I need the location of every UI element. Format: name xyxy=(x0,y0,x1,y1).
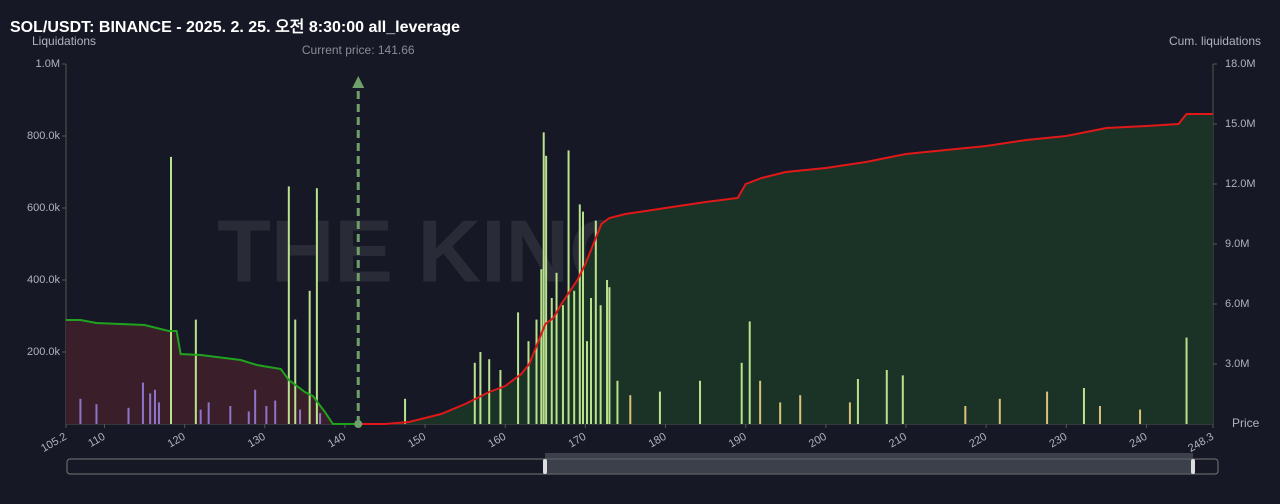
liquidation-bar xyxy=(404,398,407,424)
liquidation-bar xyxy=(319,413,322,424)
current-price-dot xyxy=(354,420,363,428)
y-tick-label: 200.0k xyxy=(27,346,61,358)
liquidation-bar xyxy=(998,398,1001,424)
liquidation-bar xyxy=(517,312,520,424)
y-axis-label: Liquidations xyxy=(32,34,96,48)
liquidation-bar xyxy=(170,156,173,424)
liquidation-bar xyxy=(608,287,611,424)
y2-axis-label: Cum. liquidations xyxy=(1169,34,1261,48)
liquidation-bar xyxy=(308,290,311,424)
liquidation-bar xyxy=(585,341,588,424)
chart-title: SOL/USDT: BINANCE - 2025. 2. 25. 오전 8:30… xyxy=(10,18,460,36)
y2-tick-label: 15.0M xyxy=(1225,118,1256,130)
liquidation-bar xyxy=(573,290,576,424)
liquidation-bar xyxy=(581,211,584,424)
y2-tick-label: 9.0M xyxy=(1225,238,1249,250)
liquidation-bar xyxy=(599,305,602,424)
liquidation-bar xyxy=(748,321,751,424)
liquidation-bar xyxy=(229,406,232,424)
liquidation-bar xyxy=(885,370,888,424)
liquidation-bar xyxy=(555,272,558,424)
liquidation-bar xyxy=(1185,337,1188,424)
y-tick-label: 400.0k xyxy=(27,274,61,286)
liquidation-bar xyxy=(699,380,702,424)
liquidation-bar xyxy=(550,298,553,424)
liquidation-bar xyxy=(299,409,302,424)
cum-line xyxy=(66,319,359,425)
liquidation-bar xyxy=(274,400,277,424)
liquidation-bar xyxy=(315,188,318,424)
slider-window[interactable] xyxy=(545,453,1193,474)
liquidation-bar xyxy=(247,411,250,424)
range-slider[interactable] xyxy=(66,453,1219,475)
liquidation-bar xyxy=(590,298,593,424)
liquidation-bar xyxy=(527,341,530,424)
liquidation-bar xyxy=(578,204,581,424)
liquidation-bar xyxy=(194,319,197,424)
liquidation-bar xyxy=(799,395,802,424)
slider-handle[interactable] xyxy=(543,459,547,474)
liquidation-bar xyxy=(540,269,543,424)
liquidation-bar xyxy=(79,398,82,424)
liquidation-bar xyxy=(545,155,548,425)
liquidation-bar xyxy=(153,389,156,424)
liquidation-bar xyxy=(265,406,268,424)
current-price-label: Current price: 141.66 xyxy=(302,43,415,57)
liquidation-bar xyxy=(629,395,632,424)
liquidation-bar xyxy=(141,382,144,424)
liquidation-bar xyxy=(1098,406,1101,424)
liquidation-bar xyxy=(287,186,290,424)
liquidation-bar xyxy=(848,402,851,424)
y2-tick-label: 18.0M xyxy=(1225,58,1256,70)
liquidation-bar xyxy=(1139,409,1142,424)
liquidation-bar xyxy=(294,319,297,424)
y-tick-label: 800.0k xyxy=(27,130,61,142)
liquidation-bar xyxy=(658,391,661,424)
current-price-arrow xyxy=(352,76,365,88)
liquidation-bar xyxy=(499,370,502,424)
liquidation-bar xyxy=(199,409,202,424)
liquidation-bar xyxy=(157,402,160,424)
x-axis-label: Price xyxy=(1232,416,1260,430)
liquidation-bar xyxy=(479,352,482,424)
y-tick-label: 1.0M xyxy=(36,58,60,70)
liquidation-bar xyxy=(964,406,967,424)
slider-handle[interactable] xyxy=(1191,459,1195,474)
liquidation-bar xyxy=(473,362,476,424)
liquidation-bar xyxy=(535,319,538,424)
cum-area xyxy=(66,320,359,424)
liquidation-bar xyxy=(561,305,564,424)
liquidation-bar xyxy=(207,402,210,424)
liquidation-bar xyxy=(779,402,782,424)
liquidation-bar xyxy=(740,362,743,424)
liquidation-bar xyxy=(149,393,152,424)
liquidation-bar xyxy=(594,220,597,424)
liquidation-bar xyxy=(616,380,619,424)
y2-tick-label: 6.0M xyxy=(1225,298,1249,310)
liquidation-bar xyxy=(1082,388,1085,424)
liquidation-bar xyxy=(901,375,904,424)
liquidation-bar xyxy=(1046,391,1049,424)
liquidation-bar xyxy=(127,407,130,424)
liquidation-bar xyxy=(606,280,609,424)
y-tick-label: 600.0k xyxy=(27,202,61,214)
liquidation-bar xyxy=(254,389,257,424)
liquidation-bar xyxy=(856,379,859,424)
liquidation-bar xyxy=(95,404,98,424)
liquidation-bar xyxy=(759,380,762,424)
y2-tick-label: 3.0M xyxy=(1225,358,1249,370)
cum-area xyxy=(358,114,1213,424)
y2-tick-label: 12.0M xyxy=(1225,178,1256,190)
cum-line xyxy=(358,113,1213,425)
liquidation-bar xyxy=(567,150,570,424)
liquidation-bar xyxy=(542,132,545,424)
